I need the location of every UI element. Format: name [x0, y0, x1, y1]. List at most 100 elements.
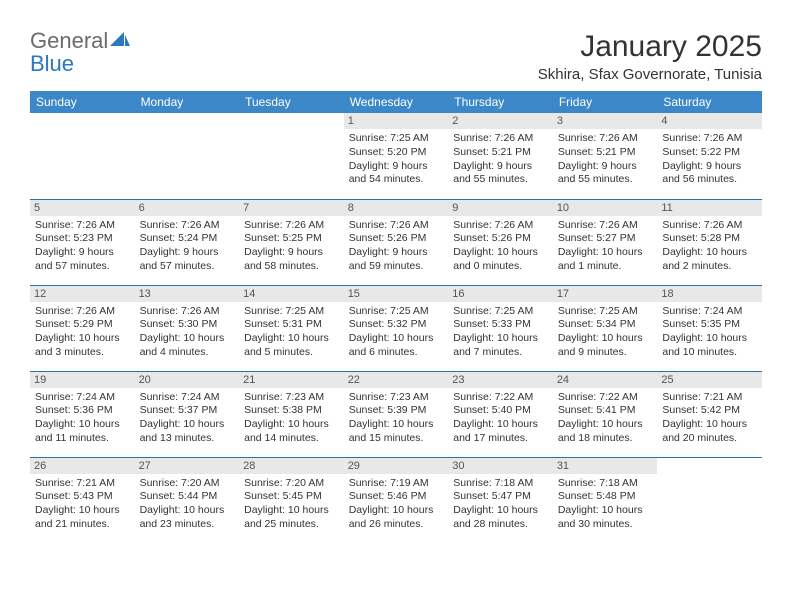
- calendar-cell: 15Sunrise: 7:25 AMSunset: 5:32 PMDayligh…: [344, 285, 449, 371]
- day-details: Sunrise: 7:26 AMSunset: 5:28 PMDaylight:…: [662, 219, 757, 274]
- day-number: 24: [553, 372, 658, 388]
- calendar-cell: [135, 113, 240, 199]
- calendar-row: 12Sunrise: 7:26 AMSunset: 5:29 PMDayligh…: [30, 285, 762, 371]
- calendar-cell: 3 Sunrise: 7:26 AMSunset: 5:21 PMDaylight…: [553, 113, 658, 199]
- calendar-cell: 29Sunrise: 7:19 AMSunset: 5:46 PMDayligh…: [344, 457, 449, 543]
- calendar-cell: 6 Sunrise: 7:26 AMSunset: 5:24 PMDaylight…: [135, 199, 240, 285]
- day-details: Sunrise: 7:26 AMSunset: 5:21 PMDaylight:…: [558, 132, 653, 187]
- calendar-cell: 25Sunrise: 7:21 AMSunset: 5:42 PMDayligh…: [657, 371, 762, 457]
- day-details: Sunrise: 7:18 AMSunset: 5:48 PMDaylight:…: [558, 477, 653, 532]
- calendar-cell: 23 Sunrise: 7:22 AMSunset: 5:40 PMDayligh…: [448, 371, 553, 457]
- calendar-cell: 5 Sunrise: 7:26 AMSunset: 5:23 PMDaylight…: [30, 199, 135, 285]
- calendar-body: 1Sunrise: 7:25 AMSunset: 5:20 PMDaylight…: [30, 113, 762, 543]
- header: General Blue January 2025 Skhira, Sfax G…: [30, 30, 762, 83]
- calendar-cell: 16Sunrise: 7:25 AMSunset: 5:33 PMDayligh…: [448, 285, 553, 371]
- day-details: Sunrise: 7:25 AMSunset: 5:34 PMDaylight:…: [558, 305, 653, 360]
- day-details: Sunrise: 7:26 AMSunset: 5:26 PMDaylight:…: [349, 219, 444, 274]
- day-details: Sunrise: 7:26 AMSunset: 5:25 PMDaylight:…: [244, 219, 339, 274]
- day-details: Sunrise: 7:26 AMSunset: 5:21 PMDaylight:…: [453, 132, 548, 187]
- logo: General Blue: [30, 30, 130, 76]
- day-number: 4: [657, 113, 762, 129]
- calendar-cell: 20Sunrise: 7:24 AMSunset: 5:37 PMDayligh…: [135, 371, 240, 457]
- day-number: 17: [553, 286, 658, 302]
- calendar-cell: [657, 457, 762, 543]
- day-details: Sunrise: 7:26 AMSunset: 5:26 PMDaylight:…: [453, 219, 548, 274]
- calendar-row: 19Sunrise: 7:24 AMSunset: 5:36 PMDayligh…: [30, 371, 762, 457]
- calendar-cell: [239, 113, 344, 199]
- day-details: Sunrise: 7:25 AMSunset: 5:32 PMDaylight:…: [349, 305, 444, 360]
- day-number: 21: [239, 372, 344, 388]
- calendar-cell: 28 Sunrise: 7:20 AMSunset: 5:45 PMDayligh…: [239, 457, 344, 543]
- location: Skhira, Sfax Governorate, Tunisia: [538, 66, 762, 83]
- logo-text-general: General: [30, 28, 108, 53]
- calendar-cell: 26 Sunrise: 7:21 AMSunset: 5:43 PMDayligh…: [30, 457, 135, 543]
- day-details: Sunrise: 7:26 AMSunset: 5:22 PMDaylight:…: [662, 132, 757, 187]
- logo-text-blue: Blue: [30, 51, 74, 76]
- day-details: Sunrise: 7:26 AMSunset: 5:24 PMDaylight:…: [140, 219, 235, 274]
- calendar-cell: 11 Sunrise: 7:26 AMSunset: 5:28 PMDayligh…: [657, 199, 762, 285]
- day-details: Sunrise: 7:20 AMSunset: 5:45 PMDaylight:…: [244, 477, 339, 532]
- calendar-row: 1Sunrise: 7:25 AMSunset: 5:20 PMDaylight…: [30, 113, 762, 199]
- day-header: Tuesday: [239, 91, 344, 113]
- day-number: 14: [239, 286, 344, 302]
- day-details: Sunrise: 7:18 AMSunset: 5:47 PMDaylight:…: [453, 477, 548, 532]
- calendar-cell: 17 Sunrise: 7:25 AMSunset: 5:34 PMDayligh…: [553, 285, 658, 371]
- day-header: Sunday: [30, 91, 135, 113]
- day-details: Sunrise: 7:20 AMSunset: 5:44 PMDaylight:…: [140, 477, 235, 532]
- day-number: 18: [657, 286, 762, 302]
- calendar-cell: 21 Sunrise: 7:23 AMSunset: 5:38 PMDayligh…: [239, 371, 344, 457]
- calendar-cell: 31 Sunrise: 7:18 AMSunset: 5:48 PMDayligh…: [553, 457, 658, 543]
- calendar-cell: 18Sunrise: 7:24 AMSunset: 5:35 PMDayligh…: [657, 285, 762, 371]
- day-number: 23: [448, 372, 553, 388]
- day-number: 2: [448, 113, 553, 129]
- day-number: 12: [30, 286, 135, 302]
- day-details: Sunrise: 7:26 AMSunset: 5:30 PMDaylight:…: [140, 305, 235, 360]
- calendar-cell: 4 Sunrise: 7:26 AMSunset: 5:22 PMDaylight…: [657, 113, 762, 199]
- day-number: 7: [239, 200, 344, 216]
- calendar-cell: 10 Sunrise: 7:26 AMSunset: 5:27 PMDayligh…: [553, 199, 658, 285]
- calendar-cell: 13Sunrise: 7:26 AMSunset: 5:30 PMDayligh…: [135, 285, 240, 371]
- calendar-cell: 9Sunrise: 7:26 AMSunset: 5:26 PMDaylight…: [448, 199, 553, 285]
- day-details: Sunrise: 7:26 AMSunset: 5:23 PMDaylight:…: [35, 219, 130, 274]
- calendar-cell: 30 Sunrise: 7:18 AMSunset: 5:47 PMDayligh…: [448, 457, 553, 543]
- day-number: 10: [553, 200, 658, 216]
- day-details: Sunrise: 7:23 AMSunset: 5:39 PMDaylight:…: [349, 391, 444, 446]
- day-number: 11: [657, 200, 762, 216]
- day-number: 28: [239, 458, 344, 474]
- day-number: 8: [344, 200, 449, 216]
- calendar-cell: 12Sunrise: 7:26 AMSunset: 5:29 PMDayligh…: [30, 285, 135, 371]
- day-details: Sunrise: 7:22 AMSunset: 5:41 PMDaylight:…: [558, 391, 653, 446]
- month-title: January 2025: [538, 30, 762, 64]
- day-details: Sunrise: 7:23 AMSunset: 5:38 PMDaylight:…: [244, 391, 339, 446]
- day-header: Saturday: [657, 91, 762, 113]
- day-number: 5: [30, 200, 135, 216]
- calendar-cell: 7 Sunrise: 7:26 AMSunset: 5:25 PMDaylight…: [239, 199, 344, 285]
- day-number: 27: [135, 458, 240, 474]
- day-details: Sunrise: 7:26 AMSunset: 5:27 PMDaylight:…: [558, 219, 653, 274]
- day-details: Sunrise: 7:21 AMSunset: 5:42 PMDaylight:…: [662, 391, 757, 446]
- day-number: 31: [553, 458, 658, 474]
- day-header: Friday: [553, 91, 658, 113]
- day-number: 26: [30, 458, 135, 474]
- day-header: Wednesday: [344, 91, 449, 113]
- calendar-row: 5 Sunrise: 7:26 AMSunset: 5:23 PMDaylight…: [30, 199, 762, 285]
- day-details: Sunrise: 7:24 AMSunset: 5:36 PMDaylight:…: [35, 391, 130, 446]
- day-details: Sunrise: 7:25 AMSunset: 5:20 PMDaylight:…: [349, 132, 444, 187]
- calendar-cell: [30, 113, 135, 199]
- day-header: Thursday: [448, 91, 553, 113]
- day-header: Monday: [135, 91, 240, 113]
- day-details: Sunrise: 7:19 AMSunset: 5:46 PMDaylight:…: [349, 477, 444, 532]
- calendar-row: 26 Sunrise: 7:21 AMSunset: 5:43 PMDayligh…: [30, 457, 762, 543]
- day-details: Sunrise: 7:21 AMSunset: 5:43 PMDaylight:…: [35, 477, 130, 532]
- day-number: 30: [448, 458, 553, 474]
- calendar-table: SundayMondayTuesdayWednesdayThursdayFrid…: [30, 91, 762, 543]
- calendar-cell: 2 Sunrise: 7:26 AMSunset: 5:21 PMDaylight…: [448, 113, 553, 199]
- day-details: Sunrise: 7:22 AMSunset: 5:40 PMDaylight:…: [453, 391, 548, 446]
- title-block: January 2025 Skhira, Sfax Governorate, T…: [538, 30, 762, 83]
- day-number: 6: [135, 200, 240, 216]
- day-details: Sunrise: 7:24 AMSunset: 5:37 PMDaylight:…: [140, 391, 235, 446]
- day-details: Sunrise: 7:25 AMSunset: 5:31 PMDaylight:…: [244, 305, 339, 360]
- day-number: 3: [553, 113, 658, 129]
- calendar-cell: 1Sunrise: 7:25 AMSunset: 5:20 PMDaylight…: [344, 113, 449, 199]
- calendar-cell: 22Sunrise: 7:23 AMSunset: 5:39 PMDayligh…: [344, 371, 449, 457]
